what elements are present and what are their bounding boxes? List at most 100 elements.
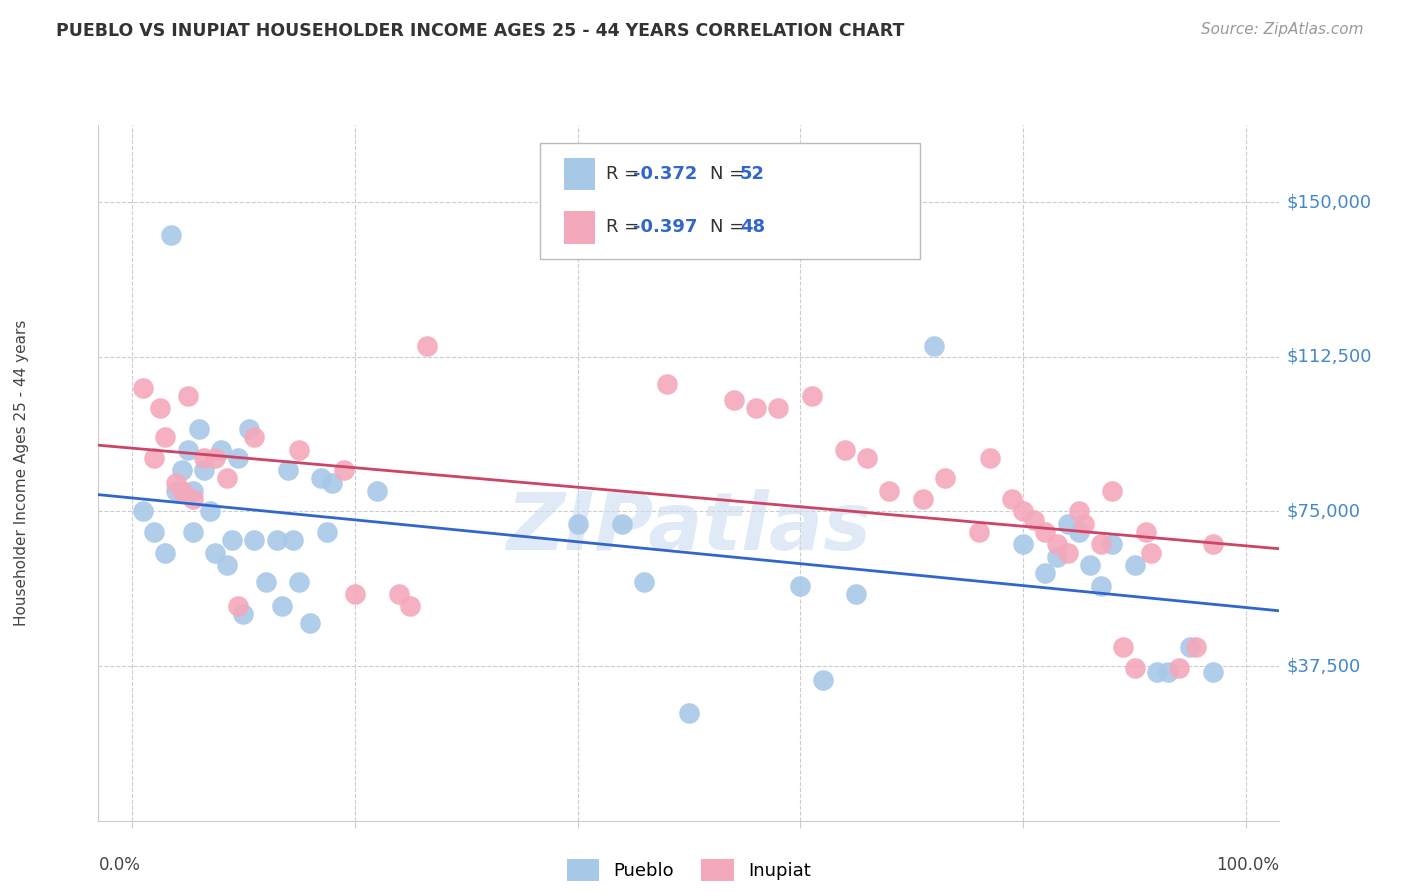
Point bbox=[1101, 483, 1123, 498]
Text: 100.0%: 100.0% bbox=[1216, 856, 1279, 874]
Point bbox=[149, 401, 172, 416]
Point bbox=[1078, 558, 1101, 572]
Point bbox=[1146, 665, 1168, 680]
Text: -0.372: -0.372 bbox=[633, 165, 697, 183]
Point bbox=[723, 393, 745, 408]
Point bbox=[1056, 546, 1078, 560]
Point bbox=[1046, 549, 1069, 564]
Point bbox=[181, 524, 204, 539]
Point bbox=[243, 430, 266, 444]
Point bbox=[1067, 524, 1090, 539]
Point bbox=[1201, 665, 1223, 680]
Point bbox=[143, 524, 166, 539]
Point bbox=[1046, 537, 1069, 551]
Point bbox=[243, 533, 266, 548]
Point bbox=[321, 475, 343, 490]
Point bbox=[1073, 516, 1095, 531]
Point bbox=[1067, 504, 1090, 518]
Point bbox=[170, 483, 193, 498]
Point bbox=[170, 463, 193, 477]
Point bbox=[1123, 558, 1146, 572]
Point bbox=[143, 450, 166, 465]
Point bbox=[388, 587, 411, 601]
Point bbox=[967, 524, 990, 539]
Point bbox=[187, 422, 209, 436]
Text: N =: N = bbox=[710, 165, 751, 183]
Point bbox=[155, 546, 177, 560]
Point bbox=[198, 504, 221, 518]
Point bbox=[226, 599, 249, 614]
Point bbox=[1012, 504, 1035, 518]
Point bbox=[416, 339, 439, 353]
Point bbox=[343, 587, 366, 601]
Point bbox=[1035, 566, 1057, 581]
Text: N =: N = bbox=[710, 219, 751, 236]
Point bbox=[1180, 640, 1202, 655]
Point bbox=[176, 389, 198, 403]
Text: $150,000: $150,000 bbox=[1286, 194, 1372, 211]
Point bbox=[1101, 537, 1123, 551]
Point bbox=[209, 442, 232, 457]
Text: -0.397: -0.397 bbox=[633, 219, 697, 236]
Point bbox=[176, 442, 198, 457]
Point bbox=[766, 401, 789, 416]
Point bbox=[1024, 513, 1046, 527]
Point bbox=[165, 475, 187, 490]
Point bbox=[155, 430, 177, 444]
Text: 0.0%: 0.0% bbox=[98, 856, 141, 874]
Point bbox=[1001, 491, 1024, 506]
Point bbox=[1012, 537, 1035, 551]
Point bbox=[811, 673, 834, 688]
Point bbox=[299, 615, 322, 630]
Point bbox=[789, 579, 811, 593]
Point bbox=[1157, 665, 1180, 680]
Point bbox=[610, 516, 633, 531]
Point bbox=[366, 483, 388, 498]
Point bbox=[1056, 516, 1078, 531]
Point bbox=[1090, 579, 1112, 593]
Text: 48: 48 bbox=[740, 219, 765, 236]
Point bbox=[221, 533, 243, 548]
Point bbox=[215, 471, 238, 485]
Point bbox=[226, 450, 249, 465]
Point bbox=[800, 389, 823, 403]
Point bbox=[399, 599, 422, 614]
Point bbox=[238, 422, 260, 436]
Point bbox=[1201, 537, 1223, 551]
Point bbox=[856, 450, 879, 465]
Point bbox=[911, 491, 934, 506]
Text: $112,500: $112,500 bbox=[1286, 348, 1372, 366]
Text: Source: ZipAtlas.com: Source: ZipAtlas.com bbox=[1201, 22, 1364, 37]
Point bbox=[1090, 537, 1112, 551]
Legend: Pueblo, Inupiat: Pueblo, Inupiat bbox=[560, 852, 818, 888]
Point bbox=[193, 463, 215, 477]
Point bbox=[266, 533, 288, 548]
Point bbox=[288, 442, 311, 457]
Point bbox=[193, 450, 215, 465]
Point bbox=[633, 574, 655, 589]
Point bbox=[922, 339, 945, 353]
Point bbox=[165, 483, 187, 498]
Point bbox=[1035, 524, 1057, 539]
Point bbox=[934, 471, 956, 485]
Point bbox=[655, 376, 678, 391]
Point bbox=[232, 607, 254, 622]
Point bbox=[277, 463, 299, 477]
Point bbox=[1140, 546, 1163, 560]
Text: $37,500: $37,500 bbox=[1286, 657, 1361, 675]
Point bbox=[834, 442, 856, 457]
Point bbox=[678, 706, 700, 721]
Point bbox=[845, 587, 868, 601]
Point bbox=[745, 401, 768, 416]
Point bbox=[132, 381, 155, 395]
Point bbox=[181, 491, 204, 506]
Point bbox=[204, 546, 226, 560]
Point bbox=[288, 574, 311, 589]
Point bbox=[315, 524, 337, 539]
Text: ZIPatlas: ZIPatlas bbox=[506, 490, 872, 567]
Text: R =: R = bbox=[606, 165, 645, 183]
Point bbox=[1135, 524, 1157, 539]
Point bbox=[332, 463, 354, 477]
Point bbox=[567, 516, 589, 531]
Point bbox=[1168, 661, 1191, 675]
